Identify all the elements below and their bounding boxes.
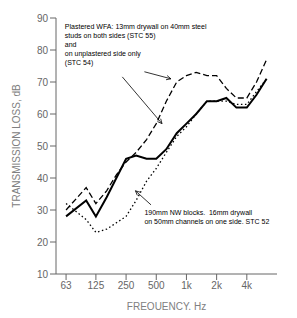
svg-text:190mm NW blocks. 16mm drywall: 190mm NW blocks. 16mm drywallon 50mm cha… [144, 209, 269, 225]
svg-text:90: 90 [37, 13, 49, 24]
svg-text:TRANSMISSION LOSS, dB: TRANSMISSION LOSS, dB [11, 84, 22, 208]
svg-text:250: 250 [118, 280, 135, 291]
svg-text:Plastered WFA: 13mm drywall on: Plastered WFA: 13mm drywall on 40mm stee… [65, 23, 207, 67]
svg-text:40: 40 [37, 173, 49, 184]
svg-text:500: 500 [148, 280, 165, 291]
svg-text:63: 63 [61, 280, 73, 291]
svg-text:10: 10 [37, 269, 49, 280]
svg-text:1k: 1k [181, 280, 193, 291]
svg-text:70: 70 [37, 77, 49, 88]
svg-text:50: 50 [37, 141, 49, 152]
svg-text:125: 125 [88, 280, 105, 291]
svg-text:4k: 4k [242, 280, 254, 291]
svg-text:60: 60 [37, 109, 49, 120]
svg-text:FREQUENCY, Hz: FREQUENCY, Hz [127, 301, 206, 310]
svg-text:20: 20 [37, 237, 49, 248]
svg-text:30: 30 [37, 205, 49, 216]
svg-text:80: 80 [37, 45, 49, 56]
svg-text:2k: 2k [211, 280, 223, 291]
